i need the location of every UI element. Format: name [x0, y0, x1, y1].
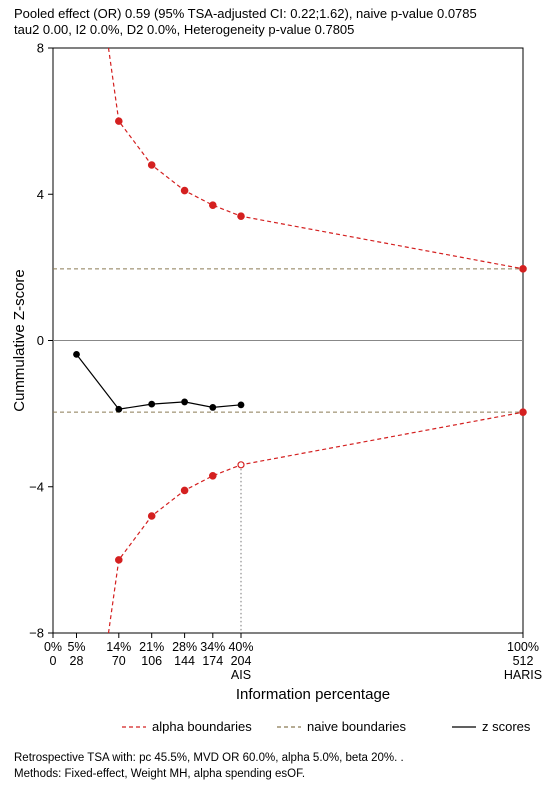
- x-tick-pct-label: 5%: [67, 640, 85, 654]
- legend: alpha boundaries naive boundaries z scores: [122, 719, 531, 734]
- z-score-point: [237, 401, 245, 409]
- x-tick-pct-label: 34%: [200, 640, 225, 654]
- z-score-line: [76, 354, 242, 410]
- x-tick-n-label: 512: [513, 654, 534, 668]
- x-tick-pct-label: 100%: [507, 640, 539, 654]
- z-score-point: [73, 350, 80, 358]
- y-tick-label: 4: [37, 187, 44, 202]
- x-tick-pct-label: 21%: [139, 640, 164, 654]
- y-tick-label: 8: [37, 41, 44, 56]
- y-tick-label: −4: [29, 479, 44, 494]
- x-tick-pct-label: 28%: [172, 640, 197, 654]
- alpha-boundary-upper-point: [147, 161, 156, 169]
- y-axis-label: Cummulative Z-score: [11, 269, 28, 412]
- alpha-boundary-upper-point: [209, 201, 217, 210]
- alpha-boundary-lower-point: [115, 556, 123, 564]
- alpha-boundary-lower-point: [180, 486, 189, 495]
- alpha-boundary-lower-point: [519, 408, 527, 416]
- alpha-boundary-upper: [107, 47, 524, 270]
- alpha-boundary-upper-point: [180, 186, 189, 195]
- footer-line-2: Methods: Fixed-effect, Weight MH, alpha …: [14, 768, 306, 780]
- alpha-boundary-lower: [107, 411, 524, 634]
- header-line-1: Pooled effect (OR) 0.59 (95% TSA-adjuste…: [14, 6, 477, 21]
- x-tick-n-label: 204: [231, 654, 252, 668]
- alpha-boundary-upper-point: [237, 212, 245, 220]
- x-tick-sub-label: HARIS: [504, 668, 542, 682]
- legend-label: naive boundaries: [307, 719, 407, 734]
- x-tick-n-label: 144: [174, 654, 195, 668]
- legend-label: alpha boundaries: [152, 719, 252, 734]
- alpha-boundary-lower-point: [237, 461, 245, 469]
- z-score-point: [148, 400, 156, 408]
- header-line-2: tau2 0.00, I2 0.0%, D2 0.0%, Heterogenei…: [14, 22, 355, 37]
- z-score-point: [115, 405, 123, 413]
- alpha-boundary-lower-point: [209, 471, 217, 480]
- x-tick-n-label: 174: [202, 654, 223, 668]
- x-tick-n-label: 28: [70, 654, 84, 668]
- x-tick-n-label: 106: [141, 654, 162, 668]
- legend-label: z scores: [482, 719, 531, 734]
- alpha-boundary-upper-point: [519, 265, 527, 273]
- y-tick-label: 0: [37, 333, 44, 348]
- footer-line-1: Retrospective TSA with: pc 45.5%, MVD OR…: [14, 752, 404, 764]
- alpha-boundary-lower-point: [147, 512, 156, 520]
- x-tick-pct-label: 40%: [228, 640, 253, 654]
- alpha-boundary-upper-point: [115, 117, 123, 125]
- y-tick-label: −8: [29, 626, 44, 641]
- x-tick-pct-label: 0%: [44, 640, 62, 654]
- x-tick-n-label: 0: [50, 654, 57, 668]
- z-score-point: [209, 404, 217, 411]
- x-tick-sub-label: AIS: [231, 668, 251, 682]
- x-tick-pct-label: 14%: [106, 640, 131, 654]
- x-tick-n-label: 70: [112, 654, 126, 668]
- x-axis-label: Information percentage: [236, 686, 390, 703]
- z-score-point: [181, 398, 189, 406]
